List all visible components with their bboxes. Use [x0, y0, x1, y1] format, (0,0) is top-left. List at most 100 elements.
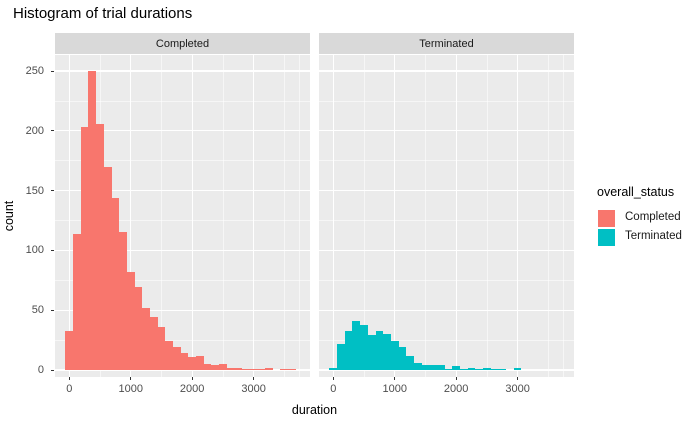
x-tick-label: 0	[66, 383, 73, 395]
bar-terminated-2250	[467, 367, 476, 370]
gridline-minor-v	[299, 55, 300, 377]
y-tick-mark	[51, 369, 54, 371]
bar-completed-2750	[234, 367, 243, 370]
y-tick-mark	[51, 130, 54, 132]
gridline-major-h	[55, 70, 310, 72]
bar-completed-2875	[242, 368, 250, 370]
bar-terminated-2125	[459, 368, 468, 370]
gridline-major-h	[55, 249, 310, 252]
x-tick-label: 3000	[505, 383, 530, 395]
bar-completed-3250	[265, 367, 273, 370]
bar-terminated-2000	[452, 366, 460, 370]
facet-strip-label: Completed	[155, 37, 210, 50]
bar-completed-2500	[219, 364, 227, 370]
bar-completed-750	[111, 197, 120, 370]
bar-completed-3625	[288, 368, 296, 370]
bar-terminated-2625	[490, 368, 499, 370]
legend-title: overall_status	[597, 185, 675, 199]
bar-terminated-1875	[444, 368, 453, 370]
bar-completed-3000	[249, 368, 258, 370]
y-tick-mark	[51, 190, 54, 192]
gridline-minor-v	[161, 55, 162, 377]
gridline-minor-h	[319, 339, 574, 341]
bar-completed-1375	[149, 317, 158, 370]
bar-completed-1750	[172, 347, 181, 370]
bar-completed-3500	[280, 368, 289, 370]
x-tick-mark	[68, 377, 70, 380]
gridline-major-h	[319, 189, 574, 192]
gridline-major-h	[55, 189, 310, 192]
bar-completed-2000	[188, 356, 196, 370]
gridline-major-v	[332, 55, 334, 377]
bar-terminated-2750	[498, 368, 507, 370]
bar-completed-250	[80, 127, 89, 370]
y-tick-label: 50	[31, 304, 44, 317]
panel-completed	[55, 55, 310, 377]
x-tick-mark	[130, 377, 132, 380]
bar-terminated-250	[344, 330, 353, 370]
facet-strip-completed: Completed	[55, 33, 310, 54]
bar-completed-0	[65, 330, 74, 370]
gridline-minor-h	[55, 220, 310, 221]
legend-swatch-terminated	[598, 229, 615, 246]
plot-title: Histogram of trial durations	[13, 5, 193, 22]
x-tick-mark	[191, 377, 193, 380]
bar-terminated-1375	[413, 362, 422, 370]
y-tick-label: 250	[25, 65, 44, 77]
gridline-minor-v	[283, 55, 285, 377]
x-tick-mark	[517, 377, 519, 380]
gridline-major-v	[130, 55, 132, 377]
bar-terminated-1500	[421, 365, 430, 370]
gridline-minor-v	[425, 55, 426, 377]
gridline-minor-v	[486, 55, 488, 377]
y-tick-label: 0	[37, 364, 44, 376]
y-tick-mark	[51, 309, 54, 311]
x-tick-mark	[253, 377, 255, 380]
gridline-minor-h	[55, 160, 310, 162]
gridline-major-v	[252, 55, 255, 377]
y-tick-label: 150	[25, 184, 44, 197]
gridline-minor-v	[547, 55, 549, 377]
gridline-major-v	[455, 55, 457, 377]
facet-strip-label: Terminated	[419, 37, 474, 50]
bar-terminated-1250	[406, 355, 414, 370]
x-tick-label: 1000	[118, 383, 143, 395]
gridline-major-v	[394, 55, 396, 377]
y-tick-mark	[51, 70, 54, 72]
panel-terminated	[319, 55, 574, 377]
bar-terminated-375	[352, 320, 361, 370]
bar-terminated-1125	[398, 347, 407, 370]
gridline-major-h	[319, 309, 574, 311]
bar-completed-2625	[226, 367, 235, 370]
gridline-major-h	[319, 249, 574, 252]
bar-completed-500	[96, 123, 104, 370]
bar-completed-875	[119, 232, 127, 370]
x-tick-label: 2000	[179, 383, 205, 395]
bar-completed-2125	[195, 355, 204, 370]
bar-terminated-1000	[390, 341, 399, 370]
x-tick-mark	[455, 377, 457, 380]
x-tick-mark	[394, 377, 396, 380]
bar-terminated-875	[383, 334, 391, 370]
y-tick-label: 200	[25, 124, 44, 137]
gridline-minor-h	[319, 100, 574, 102]
gridline-minor-h	[319, 279, 574, 281]
bar-terminated-125	[337, 343, 345, 370]
y-tick-mark	[51, 249, 54, 251]
bar-completed-1125	[134, 287, 143, 370]
bar-terminated-3000	[513, 367, 522, 370]
legend-item-label: Terminated	[625, 230, 682, 242]
facet-strip-terminated: Terminated	[319, 33, 574, 54]
bar-terminated-1625	[429, 365, 437, 370]
bar-terminated-2500	[483, 367, 491, 370]
bar-completed-1000	[126, 271, 135, 370]
legend-item-label: Completed	[625, 211, 681, 223]
gridline-minor-h	[55, 339, 310, 341]
bar-completed-2250	[203, 364, 212, 370]
bar-completed-3125	[257, 368, 266, 370]
gridline-minor-v	[222, 55, 224, 377]
y-tick-label: 100	[25, 244, 44, 257]
gridline-minor-h	[55, 279, 310, 281]
bar-terminated-1750	[436, 365, 445, 370]
bar-terminated-750	[375, 330, 384, 370]
